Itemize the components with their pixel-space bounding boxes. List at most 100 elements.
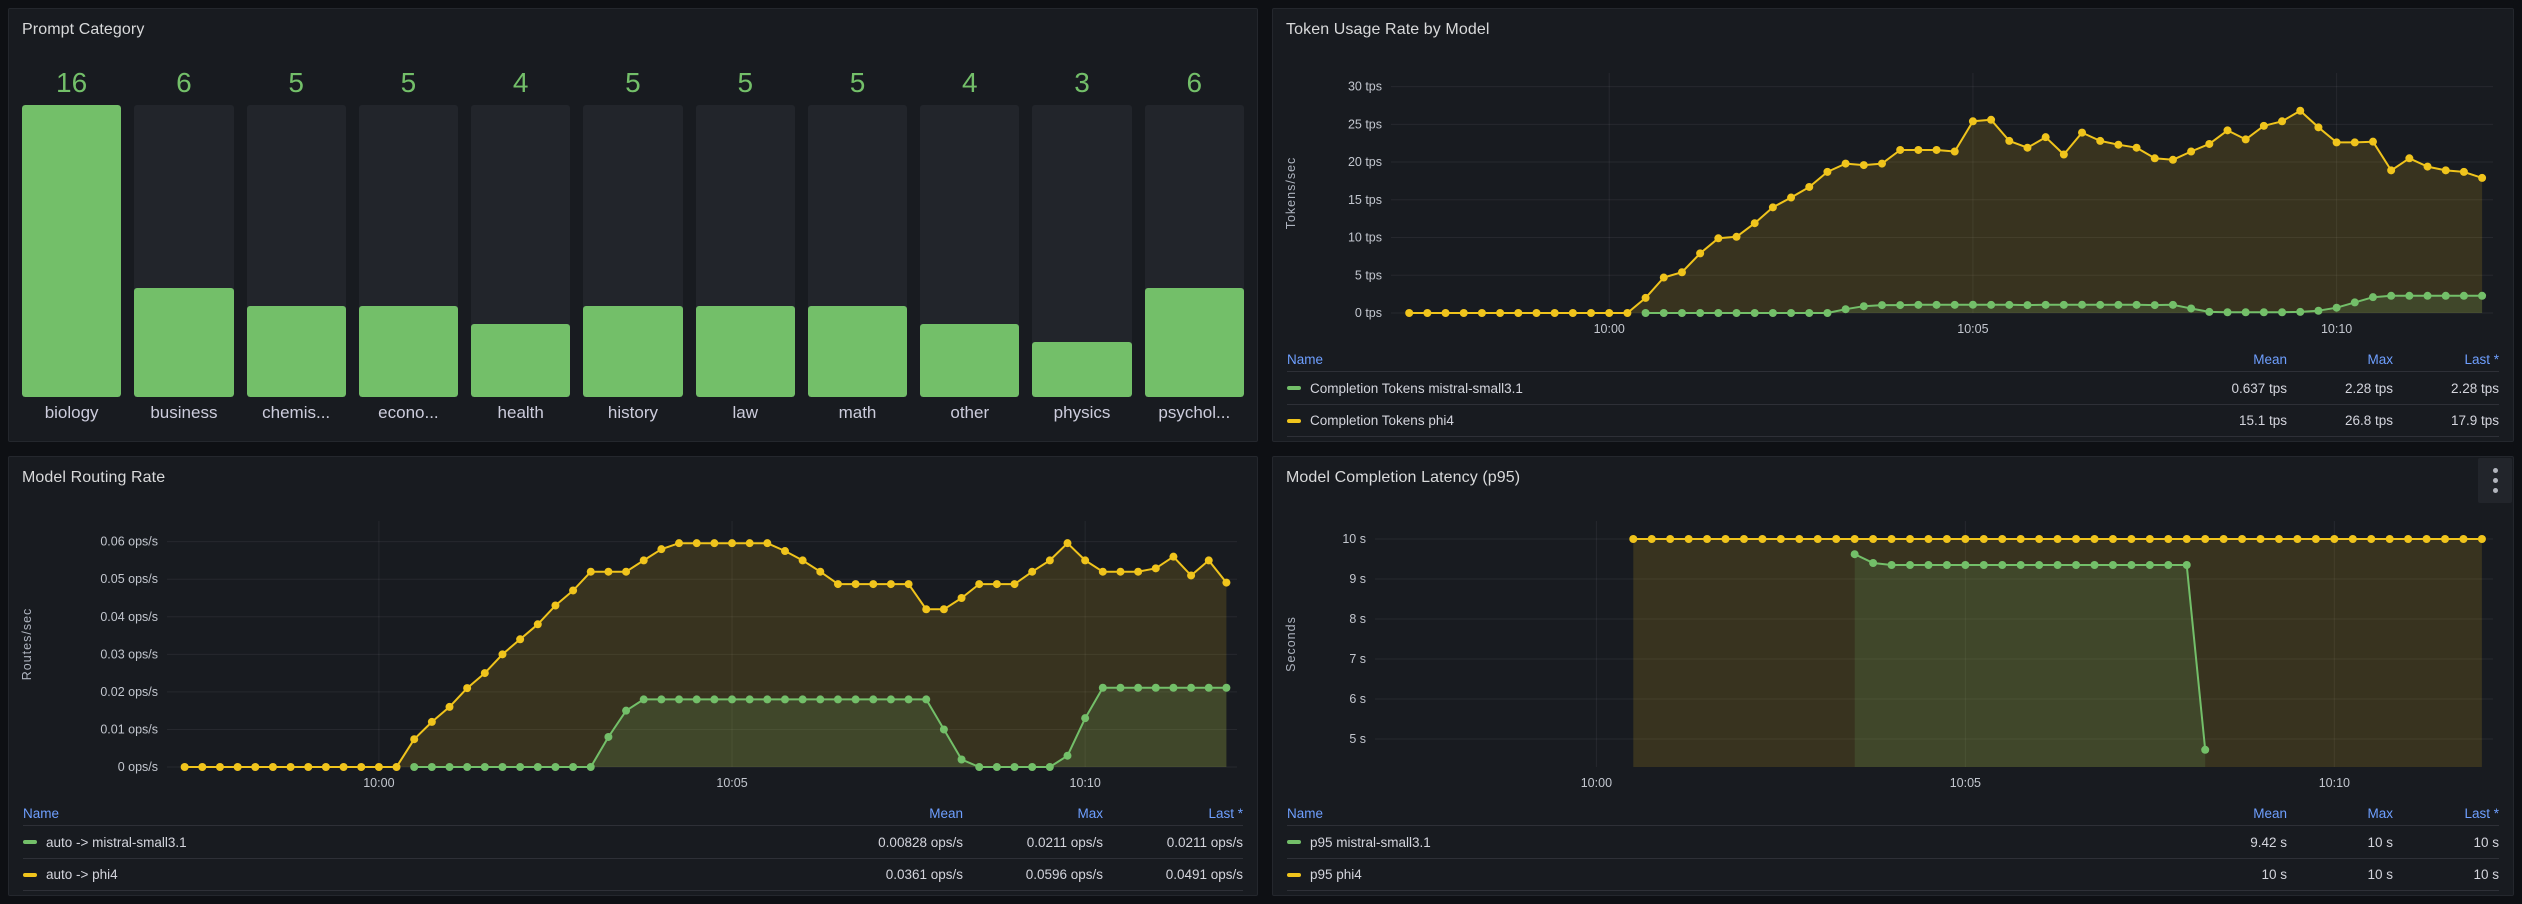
bar-category-label: law (732, 403, 758, 422)
legend-header-name[interactable]: Name (23, 806, 60, 821)
legend-header-row: Name Mean Max Last * (23, 799, 1243, 825)
legend-series-name[interactable]: Completion Tokens phi4 (1287, 413, 2181, 428)
bar-fill (246, 305, 346, 397)
y-axis-tick-label: 20 tps (1348, 155, 1382, 169)
legend-series-name[interactable]: auto -> phi4 (23, 867, 823, 882)
bar-value: 6 (1186, 67, 1203, 98)
panel-menu-kebab-icon[interactable] (2478, 458, 2512, 503)
legend-mean-value: 0.00828 ops/s (878, 834, 963, 850)
legend-max-value: 0.0211 ops/s (1026, 834, 1103, 850)
y-axis-tick-label: 0.02 ops/s (100, 685, 158, 699)
legend-row: p95 phi4 10 s 10 s 10 s (1287, 858, 2499, 891)
bar-gauge-column: 5 math (807, 53, 908, 429)
bar-fill (583, 305, 683, 397)
y-axis-tick-label: 5 tps (1355, 268, 1382, 282)
bar-category-label: health (497, 403, 544, 422)
bar-value: 4 (512, 67, 529, 98)
bar-category-label: history (607, 403, 658, 422)
legend-header-mean[interactable]: Mean (2253, 352, 2287, 367)
y-axis-tick-label: 0 ops/s (118, 760, 158, 774)
legend-row: auto -> phi4 0.0361 ops/s 0.0596 ops/s 0.04… (23, 858, 1243, 891)
bar-track (1032, 105, 1132, 397)
legend-row: auto -> mistral-small3.1 0.00828 ops/s 0.0… (23, 825, 1243, 858)
series-color-swatch-icon (23, 840, 37, 844)
bar-value: 5 (849, 67, 866, 98)
panel-title-completion-latency[interactable]: Model Completion Latency (p95) (1286, 469, 1521, 486)
legend-header-row: Name Mean Max Last * (1287, 345, 2499, 371)
x-axis-tick-label: 10:05 (716, 776, 747, 790)
panel-title-prompt-category[interactable]: Prompt Category (22, 21, 145, 38)
legend-series-name[interactable]: p95 phi4 (1287, 867, 2181, 882)
legend-header-name[interactable]: Name (1287, 352, 1324, 367)
panel-header: Model Completion Latency (p95) (1273, 457, 2513, 495)
bar-fill (22, 105, 122, 397)
bar-value: 16 (56, 67, 88, 98)
bar-fill (1144, 287, 1244, 397)
y-axis-tick-label: 5 s (1349, 732, 1366, 746)
bar-category-label: business (150, 403, 218, 422)
bar-category-label: physics (1053, 403, 1111, 422)
y-axis-title: Routes/sec (20, 608, 34, 681)
series-color-swatch-icon (1287, 418, 1301, 423)
y-axis-tick-label: 6 s (1349, 692, 1366, 706)
legend-header-max[interactable]: Max (2367, 806, 2393, 821)
y-axis-title: Seconds (1284, 616, 1298, 672)
y-axis-tick-label: 0.01 ops/s (100, 722, 158, 736)
y-axis-tick-label: 0.04 ops/s (100, 610, 158, 624)
legend-row: Completion Tokens phi4 15.1 tps 26.8 tps 17… (1287, 404, 2499, 437)
bar-fill (134, 287, 234, 397)
bar-track (920, 105, 1020, 397)
x-axis-tick-label: 10:10 (2321, 322, 2352, 336)
legend-series-name[interactable]: p95 mistral-small3.1 (1287, 835, 2181, 850)
series-color-swatch-icon (23, 872, 37, 877)
legend-series-label: auto -> mistral-small3.1 (46, 834, 187, 850)
bar-fill (471, 324, 571, 397)
legend-header-last[interactable]: Last * (1208, 806, 1243, 821)
legend-mean-value: 10 s (2261, 867, 2287, 882)
bar-gauge-column: 6 business (134, 53, 234, 429)
prompt-category-bar-gauge: 16 biology 6 business 5 chemis... 5 econo... 4 he… (9, 47, 1257, 441)
legend-series-name[interactable]: Completion Tokens mistral-small3.1 (1287, 381, 2181, 396)
panel-header: Model Routing Rate (9, 457, 1257, 495)
model-routing-time-series-plot[interactable]: 0 ops/s 0.01 ops/s 0.02 ops/s 0.03 ops/s 0.0… (15, 495, 1251, 795)
panel-title-token-usage[interactable]: Token Usage Rate by Model (1286, 21, 1490, 38)
token-usage-time-series-plot[interactable]: 0 tps 5 tps 10 tps 15 tps 20 tps 25 tps 30 tps… (1279, 47, 2507, 341)
legend-header-last[interactable]: Last * (2464, 352, 2499, 367)
legend-series-label: Completion Tokens mistral-small3.1 (1310, 380, 1523, 396)
bar-category-label: biology (44, 403, 99, 422)
legend-last-value: 0.0491 ops/s (1165, 867, 1243, 882)
legend-header-last[interactable]: Last * (2464, 806, 2499, 821)
bar-fill (807, 305, 908, 397)
bar-gauge-column: 4 health (471, 53, 571, 429)
completion-latency-time-series-plot[interactable]: 5 s 6 s 7 s 8 s 9 s 10 s 10:00 10:05 10:10 Second… (1279, 495, 2507, 795)
legend-header-name[interactable]: Name (1287, 806, 1324, 821)
legend-series-label: p95 mistral-small3.1 (1310, 834, 1431, 850)
bar-track (246, 105, 346, 397)
bar-category-label: math (838, 403, 877, 422)
panel-header: Prompt Category (9, 9, 1257, 47)
bar-category-label: chemis... (262, 403, 331, 422)
panel-model-routing-rate: Model Routing Rate 0 ops/s 0.01 ops/s 0.02… (8, 456, 1258, 896)
panel-title-model-routing-rate[interactable]: Model Routing Rate (22, 469, 166, 486)
legend-mean-value: 9.42 s (2250, 834, 2287, 850)
legend-header-max[interactable]: Max (2367, 352, 2393, 367)
x-axis-tick-label: 10:10 (2319, 776, 2350, 790)
panel-prompt-category: Prompt Category 16 biology 6 business 5 chemi… (8, 8, 1258, 442)
legend-series-label: auto -> phi4 (46, 867, 118, 882)
legend-last-value: 2.28 tps (2450, 380, 2499, 396)
legend-max-value: 2.28 tps (2344, 380, 2393, 396)
bar-track (358, 105, 459, 397)
legend-header-mean[interactable]: Mean (929, 806, 963, 821)
bar-fill (920, 324, 1020, 397)
legend-series-name[interactable]: auto -> mistral-small3.1 (23, 835, 823, 850)
y-axis-tick-label: 15 tps (1348, 193, 1382, 207)
legend-max-value: 0.0596 ops/s (1025, 867, 1103, 882)
y-axis-tick-label: 0.03 ops/s (100, 647, 158, 661)
x-axis-tick-label: 10:00 (363, 776, 394, 790)
panel-header: Token Usage Rate by Model (1273, 9, 2513, 47)
legend-header-max[interactable]: Max (1077, 806, 1103, 821)
legend-header-mean[interactable]: Mean (2253, 806, 2287, 821)
bar-track (22, 105, 122, 397)
bar-gauge-column: 5 chemis... (246, 53, 346, 429)
